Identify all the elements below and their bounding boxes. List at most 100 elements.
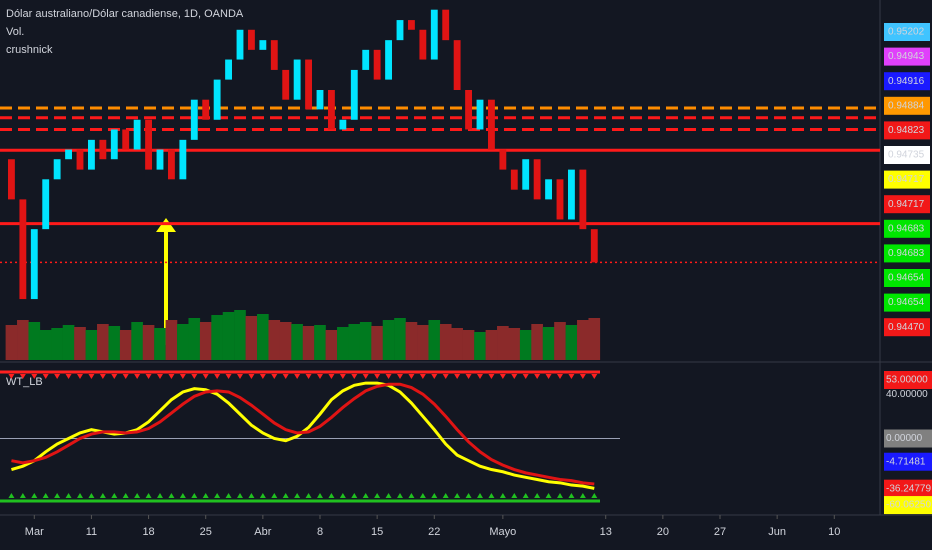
price-label-bg <box>884 219 930 238</box>
overbought-marker <box>499 374 506 379</box>
volume-bar <box>97 324 109 360</box>
candle <box>533 159 541 200</box>
osc-label-bg <box>884 452 932 471</box>
price-label: 0.94683 <box>888 223 925 234</box>
candle <box>453 40 461 90</box>
volume-bar <box>497 326 509 360</box>
volume-bar <box>417 325 429 360</box>
candle <box>579 169 587 230</box>
overbought-marker <box>282 374 289 379</box>
oversold-marker <box>362 493 369 498</box>
volume-bar <box>245 316 258 360</box>
volume-bar <box>211 315 223 360</box>
oversold-marker <box>397 493 403 498</box>
oscillator-line <box>11 382 595 486</box>
overbought-marker <box>99 374 106 379</box>
volume-bar <box>394 318 406 360</box>
oversold-marker <box>168 493 175 498</box>
oversold-marker <box>122 493 129 498</box>
candle <box>293 59 301 100</box>
overbought-marker <box>305 374 312 379</box>
oversold-marker <box>442 493 449 498</box>
candle <box>316 90 324 110</box>
candle <box>65 149 72 160</box>
x-tick-label: 25 <box>200 526 212 538</box>
oversold-marker <box>214 493 221 498</box>
candle <box>156 149 164 170</box>
overbought-marker <box>88 374 95 379</box>
volume-bar <box>28 322 41 360</box>
oversold-marker <box>579 493 586 498</box>
volume-bar <box>348 324 361 360</box>
osc-label-bg <box>884 371 932 389</box>
overbought-marker <box>431 374 438 379</box>
candle <box>408 20 415 30</box>
candle <box>236 29 244 60</box>
oversold-marker <box>282 493 289 498</box>
overbought-marker <box>237 374 243 379</box>
price-label: 0.94683 <box>888 248 925 259</box>
overbought-marker <box>545 374 552 379</box>
volume-bar <box>62 325 75 360</box>
volume-bar <box>565 325 578 360</box>
chart-title: Dólar australiano/Dólar canadiense, 1D, … <box>6 8 244 20</box>
osc-label: -60.06250 <box>886 500 931 511</box>
volume-bar <box>177 324 189 360</box>
indicator-label: crushnick <box>6 44 53 56</box>
osc-label: 40.00000 <box>886 389 928 400</box>
candle <box>350 69 358 120</box>
oversold-marker <box>328 493 335 498</box>
price-label: 0.94884 <box>888 100 925 111</box>
price-label-bg <box>884 244 930 263</box>
osc-label-bg <box>884 496 932 515</box>
oversold-marker <box>339 493 346 498</box>
price-label: 0.94654 <box>888 273 925 284</box>
volume-bar <box>588 318 601 360</box>
volume-bar <box>508 328 521 360</box>
overbought-marker <box>568 374 575 379</box>
volume-bar <box>291 324 303 360</box>
oversold-marker <box>351 493 358 498</box>
overbought-marker <box>248 374 255 379</box>
overbought-marker <box>19 374 26 379</box>
candle <box>556 179 564 220</box>
candle <box>476 99 484 130</box>
overbought-marker <box>8 374 15 379</box>
oversold-marker <box>179 493 186 498</box>
volume-bar <box>131 322 143 360</box>
overbought-marker <box>77 374 83 379</box>
oversold-marker <box>134 493 141 498</box>
overbought-marker <box>419 374 426 379</box>
candle <box>545 179 552 200</box>
candle <box>270 40 278 70</box>
price-label-bg <box>884 47 930 66</box>
overbought-marker <box>374 374 381 379</box>
volume-bar <box>382 320 395 360</box>
oversold-marker <box>42 493 49 498</box>
overbought-marker <box>579 374 586 379</box>
overbought-marker <box>351 374 358 379</box>
oversold-marker <box>65 493 72 498</box>
overbought-marker <box>271 374 278 379</box>
oversold-marker <box>111 493 118 498</box>
candle <box>396 20 404 41</box>
osc-label: 53.00000 <box>886 375 928 386</box>
candle <box>305 59 312 110</box>
x-tick-label: 13 <box>600 526 612 538</box>
overbought-marker <box>145 374 152 379</box>
overbought-marker <box>442 374 449 379</box>
overbought-marker <box>328 374 335 379</box>
oversold-marker <box>145 493 152 498</box>
candle <box>213 79 221 120</box>
price-label: 0.94916 <box>888 76 925 87</box>
volume-bar <box>405 322 418 360</box>
candle <box>110 129 118 160</box>
candle <box>76 149 84 170</box>
candle <box>99 139 107 160</box>
overbought-marker <box>408 374 415 379</box>
price-label: 0.94823 <box>888 125 925 136</box>
osc-label: 0.00000 <box>886 433 923 444</box>
candle <box>339 119 347 130</box>
candle <box>30 229 38 300</box>
oversold-marker <box>294 493 301 498</box>
